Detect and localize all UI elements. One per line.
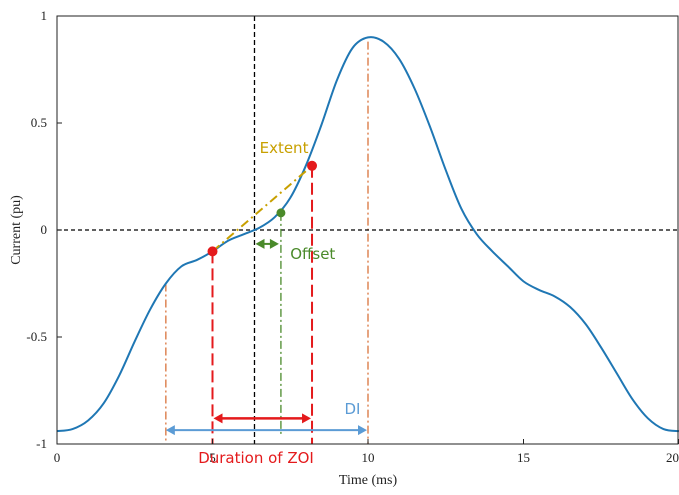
- tick-labels: 0 5 10 15 20 1 0.5 0 -0.5 -1: [26, 8, 679, 465]
- zoi-arrow-head-left: [213, 413, 223, 424]
- offset-arrow-head-right: [269, 238, 279, 249]
- x-tick-label: 5: [209, 450, 216, 465]
- zoi-point: [207, 246, 218, 257]
- series-line-group: [56, 36, 679, 433]
- offset-arrow-head-left: [255, 238, 265, 249]
- di-arrow-head-left: [165, 425, 175, 436]
- y-tick-label: -0.5: [26, 329, 47, 344]
- offset-label: Offset: [290, 245, 335, 263]
- y-tick-label: 1: [41, 8, 48, 23]
- annotation-group: [165, 165, 367, 444]
- series-line: [56, 36, 679, 433]
- y-tick-label: 0.5: [31, 115, 47, 130]
- x-axis-label: Time (ms): [339, 473, 398, 488]
- y-axis-label: Current (pu): [9, 195, 24, 265]
- marker-points: [207, 160, 318, 257]
- zoi-arrow-head-right: [302, 413, 312, 424]
- x-tick-label: 0: [54, 450, 61, 465]
- x-tick-label: 15: [517, 450, 530, 465]
- zoi-point: [307, 160, 318, 171]
- axes: [56, 15, 679, 445]
- duration-of-zoi-label: Duration of ZOI: [198, 449, 314, 467]
- guide-lines: [165, 41, 369, 444]
- extent-label: Extent: [260, 139, 309, 157]
- reference-lines: [57, 16, 679, 444]
- y-tick-label: -1: [36, 436, 47, 451]
- extent-line: [211, 165, 313, 253]
- y-tick-label: 0: [41, 222, 48, 237]
- x-tick-label: 10: [362, 450, 375, 465]
- di-arrow-head-right: [358, 425, 367, 436]
- di-label: DI: [344, 400, 360, 418]
- offset-point: [276, 208, 286, 218]
- x-tick-label: 20: [666, 450, 679, 465]
